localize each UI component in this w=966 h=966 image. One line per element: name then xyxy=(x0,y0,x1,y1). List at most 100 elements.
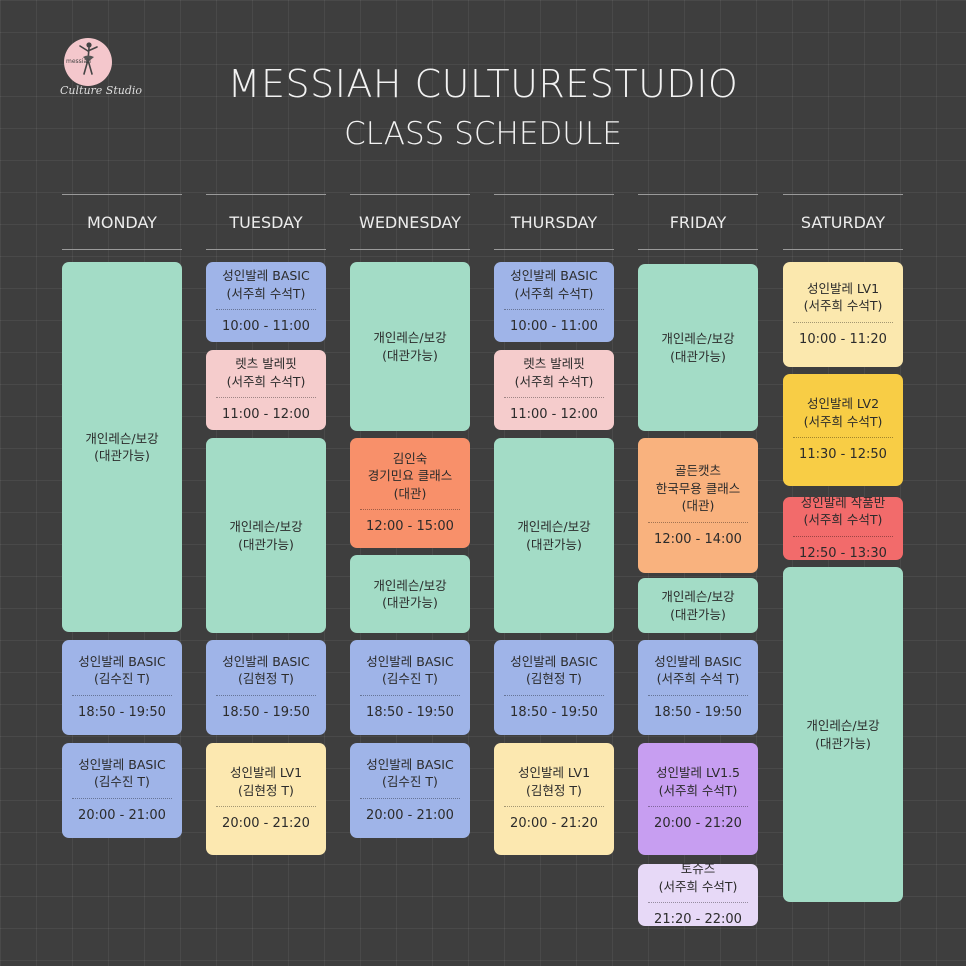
class-time: 18:50 - 19:50 xyxy=(510,704,598,720)
studio-logo: messiah Culture Studio xyxy=(58,38,142,102)
class-time: 18:50 - 19:50 xyxy=(366,704,454,720)
class-card[interactable]: 골든캣츠 한국무용 클래스 (대관) 12:00 - 14:00 xyxy=(638,438,758,573)
class-name: 개인레슨/보강 (대관가능) xyxy=(373,577,447,611)
card-divider xyxy=(215,806,317,808)
day-header-monday: MONDAY xyxy=(62,194,182,250)
class-card[interactable]: 성인발레 BASIC (김현정 T) 18:50 - 19:50 xyxy=(206,640,326,735)
class-name: 성인발레 BASIC (김수진 T) xyxy=(78,653,166,687)
class-name: 성인발레 BASIC (김수진 T) xyxy=(366,653,454,687)
class-name: 개인레슨/보강 (대관가능) xyxy=(517,519,591,552)
class-card[interactable]: 성인발레 BASIC (김현정 T) 18:50 - 19:50 xyxy=(494,640,614,735)
class-card[interactable]: 성인발레 BASIC (김수진 T) 20:00 - 21:00 xyxy=(62,743,182,838)
class-time: 10:00 - 11:00 xyxy=(510,319,598,335)
class-time: 18:50 - 19:50 xyxy=(222,704,310,720)
class-card[interactable]: 개인레슨/보강 (대관가능) xyxy=(638,264,758,431)
class-name: 렛츠 발레핏 (서주희 수석T) xyxy=(514,356,594,389)
class-time: 11:00 - 12:00 xyxy=(510,407,598,423)
day-header-friday: FRIDAY xyxy=(638,194,758,250)
card-divider xyxy=(359,797,461,799)
card-divider xyxy=(792,535,894,537)
class-card[interactable]: 성인발레 LV2 (서주희 수석T) 11:30 - 12:50 xyxy=(783,374,903,486)
class-time: 20:00 - 21:00 xyxy=(366,807,454,823)
class-card[interactable]: 렛츠 발레핏 (서주희 수석T) 11:00 - 12:00 xyxy=(494,350,614,430)
class-time: 18:50 - 19:50 xyxy=(78,704,166,720)
class-time: 20:00 - 21:00 xyxy=(78,807,166,823)
card-divider xyxy=(503,397,605,399)
class-card[interactable]: 성인발레 BASIC (김수진 T) 20:00 - 21:00 xyxy=(350,743,470,838)
card-divider xyxy=(71,694,173,696)
class-name: 성인발레 BASIC (서주희 수석T) xyxy=(222,268,310,301)
class-card[interactable]: 성인발레 BASIC (김수진 T) 18:50 - 19:50 xyxy=(62,640,182,735)
day-header-wednesday: WEDNESDAY xyxy=(350,194,470,250)
class-time: 12:00 - 14:00 xyxy=(654,531,742,547)
card-divider xyxy=(215,397,317,399)
class-card[interactable]: 성인발레 작품반 (서주희 수석T) 12:50 - 13:30 xyxy=(783,494,903,561)
class-name: 성인발레 BASIC (김현정 T) xyxy=(222,653,310,687)
card-divider xyxy=(215,309,317,311)
card-divider xyxy=(359,509,461,511)
card-divider xyxy=(503,694,605,696)
class-card[interactable]: 김인숙 경기민요 클래스 (대관) 12:00 - 15:00 xyxy=(350,438,470,548)
class-name: 개인레슨/보강 (대관가능) xyxy=(806,718,880,751)
class-name: 렛츠 발레핏 (서주희 수석T) xyxy=(226,356,306,389)
class-card[interactable]: 토슈즈 (서주희 수석T) 21:20 - 22:00 xyxy=(638,861,758,927)
class-name: 토슈즈 (서주희 수석T) xyxy=(658,861,738,894)
class-card[interactable]: 개인레슨/보강 (대관가능) xyxy=(62,262,182,632)
class-time: 11:00 - 12:00 xyxy=(222,407,310,423)
class-name: 성인발레 BASIC (김수진 T) xyxy=(78,756,166,790)
class-time: 20:00 - 21:20 xyxy=(654,816,742,832)
ballerina-icon xyxy=(79,42,98,75)
card-divider xyxy=(359,694,461,696)
class-name: 성인발레 작품반 (서주희 수석T) xyxy=(800,494,886,528)
day-header-saturday: SATURDAY xyxy=(783,194,903,250)
class-name: 성인발레 LV1 (김현정 T) xyxy=(229,765,303,798)
class-card[interactable]: 개인레슨/보강 (대관가능) xyxy=(350,555,470,633)
day-header-thursday: THURSDAY xyxy=(494,194,614,250)
page-subtitle: CLASS SCHEDULE xyxy=(344,116,622,152)
card-divider xyxy=(215,694,317,696)
class-card[interactable]: 개인레슨/보강 (대관가능) xyxy=(638,578,758,633)
class-name: 성인발레 LV1 (서주희 수석T) xyxy=(803,280,883,314)
class-card[interactable]: 성인발레 LV1 (김현정 T) 20:00 - 21:20 xyxy=(494,743,614,855)
class-name: 개인레슨/보강 (대관가능) xyxy=(661,331,735,364)
class-card[interactable]: 개인레슨/보강 (대관가능) xyxy=(783,567,903,902)
class-card[interactable]: 성인발레 BASIC (서주희 수석 T) 18:50 - 19:50 xyxy=(638,640,758,735)
card-divider xyxy=(647,694,749,696)
class-card[interactable]: 개인레슨/보강 (대관가능) xyxy=(350,262,470,431)
class-time: 10:00 - 11:20 xyxy=(799,331,887,347)
class-card[interactable]: 성인발레 LV1 (서주희 수석T) 10:00 - 11:20 xyxy=(783,262,903,367)
class-card[interactable]: 개인레슨/보강 (대관가능) xyxy=(494,438,614,633)
day-header-tuesday: TUESDAY xyxy=(206,194,326,250)
class-name: 성인발레 BASIC (김현정 T) xyxy=(510,653,598,687)
class-name: 성인발레 BASIC (서주희 수석T) xyxy=(510,268,598,301)
logo-studio-text: Culture Studio xyxy=(60,84,143,97)
card-divider xyxy=(503,309,605,311)
class-name: 개인레슨/보강 (대관가능) xyxy=(229,519,303,552)
class-card[interactable]: 성인발레 BASIC (서주희 수석T) 10:00 - 11:00 xyxy=(206,262,326,342)
class-card[interactable]: 렛츠 발레핏 (서주희 수석T) 11:00 - 12:00 xyxy=(206,350,326,430)
class-name: 성인발레 LV1 (김현정 T) xyxy=(517,765,591,798)
logo-mini-text: messiah xyxy=(66,58,91,65)
card-divider xyxy=(71,797,173,799)
class-time: 12:00 - 15:00 xyxy=(366,519,454,535)
class-time: 10:00 - 11:00 xyxy=(222,319,310,335)
class-card[interactable]: 성인발레 BASIC (서주희 수석T) 10:00 - 11:00 xyxy=(494,262,614,342)
class-time: 11:30 - 12:50 xyxy=(799,447,887,463)
class-card[interactable]: 개인레슨/보강 (대관가능) xyxy=(206,438,326,633)
class-name: 개인레슨/보강 (대관가능) xyxy=(373,330,447,363)
class-name: 성인발레 LV1.5 (서주희 수석T) xyxy=(656,765,740,798)
class-time: 20:00 - 21:20 xyxy=(510,816,598,832)
page-title: MESSIAH CULTURESTUDIO xyxy=(227,62,739,106)
card-divider xyxy=(503,806,605,808)
class-card[interactable]: 성인발레 LV1 (김현정 T) 20:00 - 21:20 xyxy=(206,743,326,855)
class-time: 12:50 - 13:30 xyxy=(799,545,887,561)
class-card[interactable]: 성인발레 LV1.5 (서주희 수석T) 20:00 - 21:20 xyxy=(638,743,758,855)
class-card[interactable]: 성인발레 BASIC (김수진 T) 18:50 - 19:50 xyxy=(350,640,470,735)
card-divider xyxy=(647,521,749,523)
class-time: 20:00 - 21:20 xyxy=(222,816,310,832)
class-name: 성인발레 BASIC (김수진 T) xyxy=(366,756,454,790)
card-divider xyxy=(792,321,894,323)
card-divider xyxy=(647,806,749,808)
class-name: 김인숙 경기민요 클래스 (대관) xyxy=(367,450,453,501)
class-name: 골든캣츠 한국무용 클래스 (대관) xyxy=(655,463,741,514)
